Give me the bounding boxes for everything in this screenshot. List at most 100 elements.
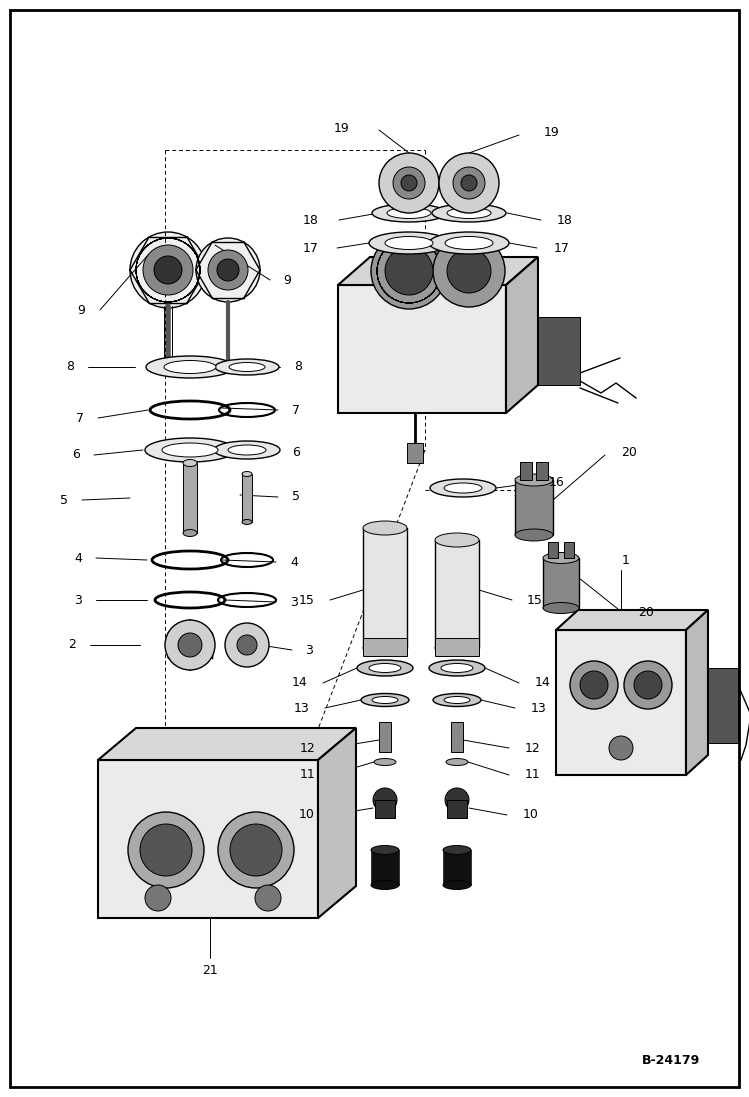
Text: B-24179: B-24179 bbox=[642, 1053, 700, 1066]
Circle shape bbox=[401, 176, 417, 191]
Ellipse shape bbox=[385, 237, 433, 249]
Circle shape bbox=[371, 233, 447, 309]
Ellipse shape bbox=[215, 359, 279, 375]
Circle shape bbox=[447, 249, 491, 293]
Circle shape bbox=[154, 256, 182, 284]
Circle shape bbox=[624, 661, 672, 709]
Bar bbox=[379, 722, 391, 753]
Circle shape bbox=[237, 635, 257, 655]
Ellipse shape bbox=[228, 445, 266, 455]
Ellipse shape bbox=[433, 693, 481, 706]
Text: 2: 2 bbox=[68, 638, 76, 652]
Ellipse shape bbox=[162, 443, 218, 457]
Ellipse shape bbox=[363, 521, 407, 535]
Ellipse shape bbox=[145, 438, 235, 462]
Circle shape bbox=[140, 824, 192, 877]
Ellipse shape bbox=[371, 881, 399, 890]
Text: 14: 14 bbox=[535, 677, 551, 690]
Polygon shape bbox=[98, 728, 356, 760]
Text: 11: 11 bbox=[300, 769, 315, 781]
Text: 12: 12 bbox=[300, 742, 315, 755]
Text: 4: 4 bbox=[74, 552, 82, 565]
Ellipse shape bbox=[183, 530, 197, 536]
Circle shape bbox=[217, 259, 239, 281]
Text: 6: 6 bbox=[72, 449, 80, 462]
Polygon shape bbox=[318, 728, 356, 918]
Ellipse shape bbox=[432, 204, 506, 222]
Text: 12: 12 bbox=[525, 742, 541, 755]
Ellipse shape bbox=[446, 758, 468, 766]
Ellipse shape bbox=[371, 846, 399, 855]
Bar bbox=[538, 317, 580, 385]
Bar bbox=[183, 463, 197, 533]
Ellipse shape bbox=[214, 441, 280, 459]
Bar bbox=[564, 542, 574, 558]
Ellipse shape bbox=[435, 641, 479, 655]
Bar bbox=[548, 542, 558, 558]
Polygon shape bbox=[506, 257, 538, 412]
Text: 19: 19 bbox=[333, 122, 349, 135]
Bar bbox=[375, 800, 395, 818]
Text: 16: 16 bbox=[549, 476, 565, 489]
Ellipse shape bbox=[543, 602, 579, 613]
Text: 4: 4 bbox=[290, 555, 298, 568]
Bar bbox=[556, 630, 686, 774]
Circle shape bbox=[145, 885, 171, 911]
Ellipse shape bbox=[146, 357, 234, 378]
Ellipse shape bbox=[361, 693, 409, 706]
Text: 8: 8 bbox=[66, 361, 74, 373]
Circle shape bbox=[230, 824, 282, 877]
Circle shape bbox=[196, 238, 260, 302]
Text: 10: 10 bbox=[299, 808, 315, 822]
Ellipse shape bbox=[229, 362, 265, 372]
Ellipse shape bbox=[444, 697, 470, 703]
Circle shape bbox=[461, 176, 477, 191]
Text: 7: 7 bbox=[292, 404, 300, 417]
Ellipse shape bbox=[430, 479, 496, 497]
Bar bbox=[363, 528, 407, 648]
Text: 3: 3 bbox=[290, 596, 298, 609]
Circle shape bbox=[580, 671, 608, 699]
Polygon shape bbox=[556, 610, 708, 630]
Circle shape bbox=[165, 620, 215, 670]
Text: 6: 6 bbox=[292, 445, 300, 459]
Bar bbox=[407, 443, 423, 463]
Ellipse shape bbox=[363, 641, 407, 655]
Ellipse shape bbox=[429, 660, 485, 676]
Text: 13: 13 bbox=[294, 701, 309, 714]
Text: 18: 18 bbox=[557, 214, 573, 226]
Bar bbox=[447, 800, 467, 818]
Circle shape bbox=[218, 812, 294, 887]
Text: 19: 19 bbox=[544, 126, 560, 139]
Text: 1: 1 bbox=[622, 554, 630, 566]
Bar bbox=[338, 285, 506, 412]
Circle shape bbox=[570, 661, 618, 709]
Ellipse shape bbox=[543, 553, 579, 564]
Bar bbox=[443, 850, 471, 885]
Circle shape bbox=[453, 167, 485, 199]
Ellipse shape bbox=[444, 483, 482, 493]
Circle shape bbox=[130, 231, 206, 308]
Circle shape bbox=[178, 633, 202, 657]
Text: 17: 17 bbox=[554, 241, 570, 255]
Text: 8: 8 bbox=[294, 361, 302, 373]
Text: 3: 3 bbox=[305, 644, 313, 656]
Circle shape bbox=[225, 623, 269, 667]
Circle shape bbox=[634, 671, 662, 699]
Circle shape bbox=[208, 250, 248, 290]
Ellipse shape bbox=[515, 474, 553, 486]
Circle shape bbox=[255, 885, 281, 911]
Text: 5: 5 bbox=[292, 490, 300, 504]
Ellipse shape bbox=[369, 231, 449, 255]
Text: 18: 18 bbox=[303, 214, 319, 226]
Ellipse shape bbox=[369, 664, 401, 672]
Ellipse shape bbox=[242, 520, 252, 524]
Circle shape bbox=[143, 245, 193, 295]
Text: 14: 14 bbox=[291, 677, 307, 690]
Text: 5: 5 bbox=[60, 494, 68, 507]
Bar bbox=[543, 558, 579, 608]
Bar bbox=[371, 850, 399, 885]
Ellipse shape bbox=[387, 207, 431, 218]
Polygon shape bbox=[338, 257, 538, 285]
Ellipse shape bbox=[374, 758, 396, 766]
